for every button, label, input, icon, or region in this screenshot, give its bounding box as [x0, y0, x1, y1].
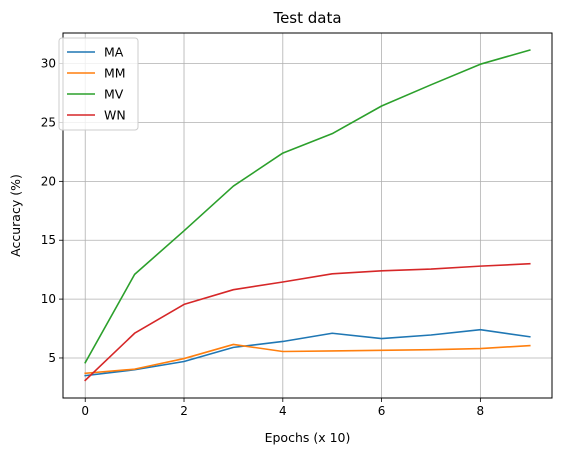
y-axis-label: Accuracy (%) — [8, 174, 23, 257]
series-line-ma — [84, 328, 531, 377]
legend-box — [58, 37, 139, 131]
x-tick-label: 2 — [180, 404, 188, 418]
y-tick-label: 5 — [48, 351, 56, 365]
chart-title: Test data — [272, 9, 341, 27]
x-tick-label: 4 — [279, 404, 287, 418]
y-tick-label: 25 — [41, 115, 56, 129]
legend-label-ma: MA — [104, 45, 124, 60]
y-tick-label: 20 — [41, 174, 56, 188]
plot-frame — [62, 32, 553, 399]
series-line-mv — [84, 49, 531, 364]
legend-label-wn: WN — [104, 108, 126, 123]
x-tick-label: 0 — [81, 404, 89, 418]
series-line-wn — [84, 262, 531, 382]
series-lines — [84, 49, 531, 382]
x-tick-label: 6 — [378, 404, 386, 418]
x-axis-label: Epochs (x 10) — [265, 430, 351, 445]
y-tick-label: 15 — [41, 233, 56, 247]
grid — [63, 33, 552, 398]
legend-label-mv: MV — [104, 87, 124, 102]
y-axis-ticks: 5 10 15 20 25 30 — [41, 57, 63, 365]
legend: MA MM MV WN — [58, 37, 139, 131]
y-tick-label: 10 — [41, 292, 56, 306]
series-line-mm — [84, 343, 531, 375]
x-tick-label: 8 — [477, 404, 485, 418]
x-axis-ticks: 0 2 4 6 8 — [81, 398, 484, 418]
legend-label-mm: MM — [104, 66, 126, 81]
y-tick-label: 30 — [41, 57, 56, 71]
